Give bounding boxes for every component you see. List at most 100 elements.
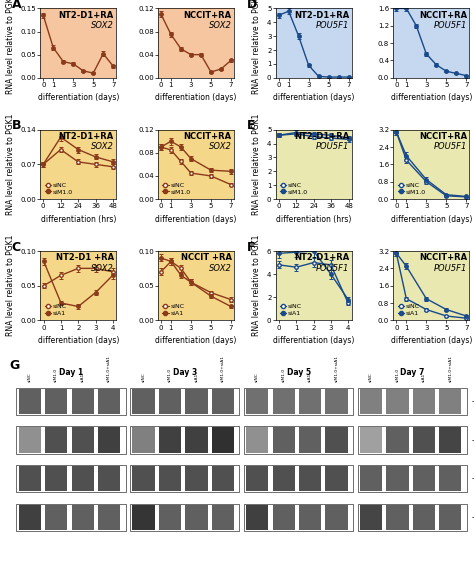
Text: siNC: siNC	[27, 372, 32, 382]
Y-axis label: RNA level relative to PGK1: RNA level relative to PGK1	[6, 0, 15, 94]
Bar	[413, 389, 435, 414]
Text: POU5F1: POU5F1	[434, 264, 467, 273]
Bar	[244, 465, 353, 492]
Legend: siNC, siA1: siNC, siA1	[161, 303, 186, 317]
Text: NCCIT +RA: NCCIT +RA	[181, 253, 232, 262]
Bar	[439, 389, 462, 414]
Text: siA1: siA1	[81, 373, 85, 382]
Bar	[98, 389, 120, 414]
Text: SOX2: SOX2	[91, 264, 114, 273]
X-axis label: differentiation (days): differentiation (days)	[391, 215, 472, 224]
Bar	[273, 428, 295, 452]
Bar	[159, 505, 181, 530]
Text: NCCIT+RA: NCCIT+RA	[419, 11, 467, 20]
Text: → HOXA1: → HOXA1	[472, 438, 474, 442]
Bar	[185, 466, 208, 491]
Text: siM1.0+siA1: siM1.0+siA1	[107, 355, 111, 382]
Legend: siNC, siA1: siNC, siA1	[396, 303, 421, 317]
Bar	[299, 389, 321, 414]
Bar	[439, 466, 462, 491]
Bar	[17, 465, 126, 492]
X-axis label: differentiation (days): differentiation (days)	[273, 93, 354, 102]
Y-axis label: RNA level relative to PGK1: RNA level relative to PGK1	[253, 0, 262, 94]
Bar	[360, 428, 382, 452]
Bar	[132, 389, 155, 414]
Bar	[72, 389, 94, 414]
Bar	[358, 427, 467, 454]
Text: NCCIT+RA: NCCIT+RA	[183, 132, 232, 141]
Bar	[386, 505, 409, 530]
Bar	[299, 466, 321, 491]
Bar	[98, 466, 120, 491]
Bar	[159, 466, 181, 491]
Legend: siNC, siM1.0: siNC, siM1.0	[44, 182, 74, 196]
X-axis label: differentiation (days): differentiation (days)	[37, 336, 119, 345]
Bar	[212, 428, 234, 452]
X-axis label: differentiation (days): differentiation (days)	[273, 336, 354, 345]
Text: POU5F1: POU5F1	[316, 142, 349, 151]
Bar	[326, 466, 348, 491]
Bar	[246, 389, 268, 414]
Text: siM1.0: siM1.0	[54, 368, 58, 382]
Bar	[72, 466, 94, 491]
Text: siM1.0+siA1: siM1.0+siA1	[335, 355, 338, 382]
Bar	[413, 505, 435, 530]
Bar	[326, 428, 348, 452]
X-axis label: differentiation (days): differentiation (days)	[155, 215, 237, 224]
Text: C: C	[11, 241, 20, 253]
Y-axis label: RNA level relative to PGK1: RNA level relative to PGK1	[253, 235, 262, 337]
Legend: siNC, siM1.0: siNC, siM1.0	[161, 182, 192, 196]
Text: POU5F1: POU5F1	[434, 21, 467, 30]
Bar	[273, 505, 295, 530]
Y-axis label: RNA level relative to PGK1: RNA level relative to PGK1	[253, 114, 262, 215]
Text: NT2-D1+RA: NT2-D1+RA	[59, 11, 114, 20]
Bar	[244, 388, 353, 415]
Text: siM1.0+siA1: siM1.0+siA1	[448, 355, 452, 382]
Text: → eEF2: → eEF2	[472, 399, 474, 404]
Bar	[45, 389, 67, 414]
Bar	[18, 389, 41, 414]
Text: F: F	[247, 241, 255, 253]
Text: → NANOG: → NANOG	[472, 515, 474, 520]
Text: SOX2: SOX2	[209, 142, 232, 151]
Bar	[185, 389, 208, 414]
Text: SOX2: SOX2	[209, 21, 232, 30]
Bar	[18, 466, 41, 491]
Bar	[17, 388, 126, 415]
Bar	[212, 389, 234, 414]
X-axis label: differentiation (days): differentiation (days)	[155, 93, 237, 102]
Bar	[244, 427, 353, 454]
Bar	[72, 505, 94, 530]
Bar	[18, 428, 41, 452]
Text: E: E	[247, 119, 255, 132]
Text: NCCIT+RA: NCCIT+RA	[419, 132, 467, 141]
Bar	[130, 465, 239, 492]
Bar	[360, 389, 382, 414]
Text: siM1.0+siA1: siM1.0+siA1	[221, 355, 225, 382]
Text: NT2-D1+RA: NT2-D1+RA	[294, 132, 349, 141]
Bar	[413, 466, 435, 491]
Text: POU5F1: POU5F1	[434, 142, 467, 151]
Bar	[273, 466, 295, 491]
Legend: siNC, siA1: siNC, siA1	[279, 303, 303, 317]
Text: siNC: siNC	[255, 372, 259, 382]
Text: Day 1: Day 1	[59, 368, 83, 377]
Text: NT2-D1+RA: NT2-D1+RA	[294, 253, 349, 262]
Bar	[386, 428, 409, 452]
Text: NT2-D1+RA: NT2-D1+RA	[294, 11, 349, 20]
Y-axis label: RNA level relative to PGK1: RNA level relative to PGK1	[6, 235, 15, 337]
Bar	[273, 389, 295, 414]
Bar	[132, 466, 155, 491]
Bar	[326, 389, 348, 414]
Text: Day 3: Day 3	[173, 368, 197, 377]
X-axis label: differentiation (days): differentiation (days)	[391, 336, 472, 345]
Text: SOX2: SOX2	[91, 21, 114, 30]
Bar	[212, 466, 234, 491]
Bar	[17, 504, 126, 531]
Text: B: B	[11, 119, 21, 132]
Bar	[386, 389, 409, 414]
X-axis label: differentiation (days): differentiation (days)	[155, 336, 237, 345]
Bar	[45, 505, 67, 530]
Text: NT2-D1 +RA: NT2-D1 +RA	[56, 253, 114, 262]
Legend: siNC, siM1.0: siNC, siM1.0	[396, 182, 427, 196]
